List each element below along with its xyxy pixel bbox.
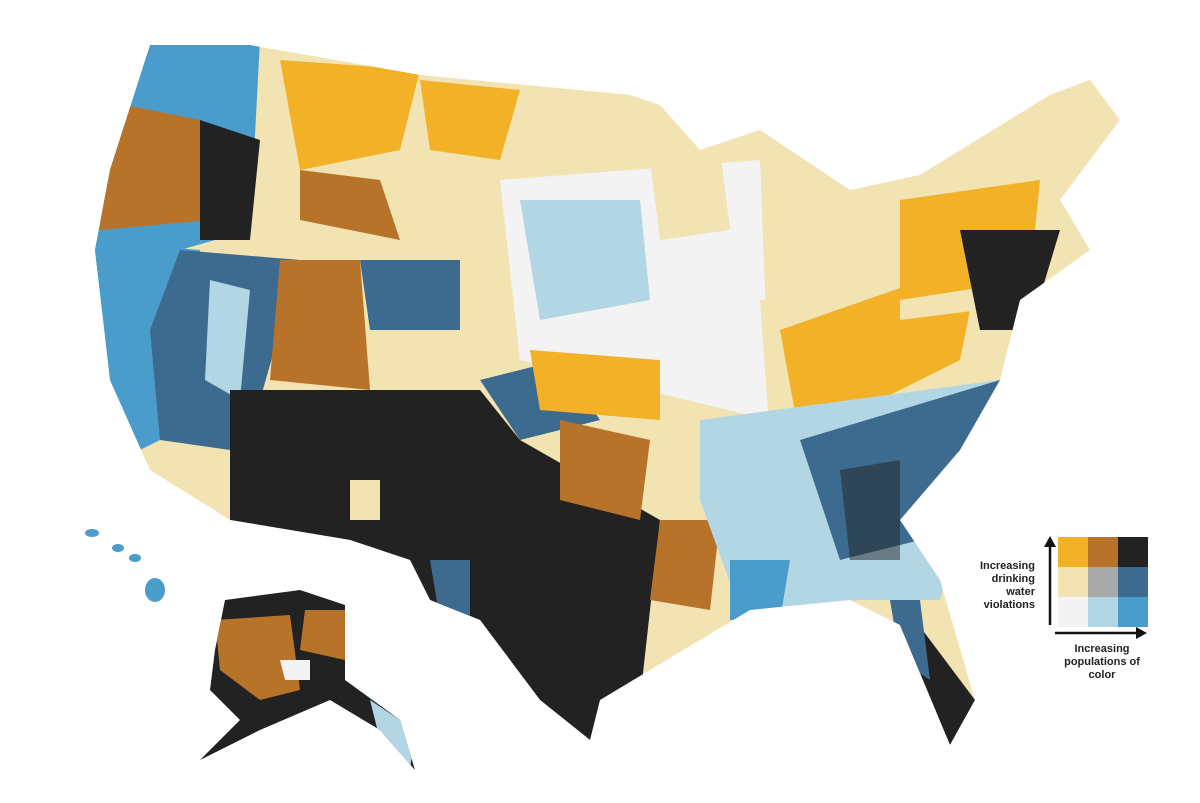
hawaii [85,529,165,602]
legend-cell [1118,597,1148,627]
legend-cell [1118,537,1148,567]
legend-cell [1058,597,1088,627]
legend-cell [1088,537,1118,567]
legend-cell [1088,597,1118,627]
legend-grid [1058,537,1148,627]
legend-cell [1058,567,1088,597]
contiguous-states [95,45,1120,745]
legend-x-label: Increasing populations of color [1064,643,1140,681]
legend-y-label: Increasing drinking water violations [979,560,1035,611]
legend-cell [1088,567,1118,597]
legend-cell [1118,567,1148,597]
legend-cell [1058,537,1088,567]
alaska [200,590,415,770]
y-arrowhead [1044,536,1056,547]
x-arrowhead [1136,627,1147,639]
